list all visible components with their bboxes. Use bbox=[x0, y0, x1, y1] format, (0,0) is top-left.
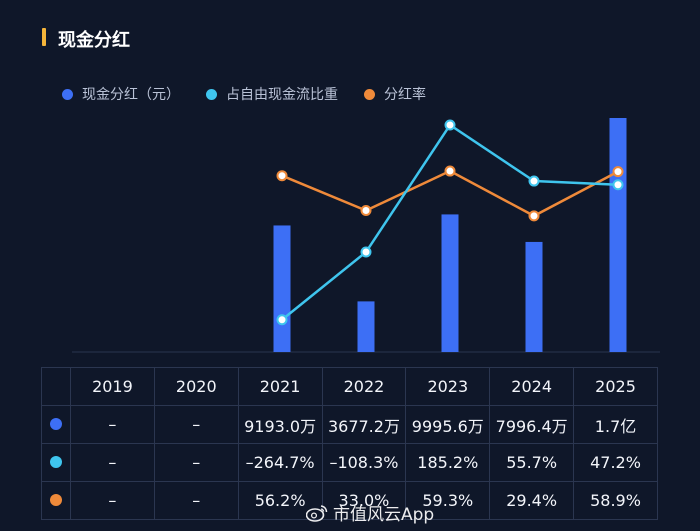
row-marker bbox=[41, 443, 71, 482]
point-payout-ratio-2025[interactable] bbox=[612, 166, 624, 178]
point-fcf-ratio-2023[interactable] bbox=[444, 119, 456, 131]
bar-2025[interactable] bbox=[609, 118, 627, 352]
watermark: 市值风云App bbox=[306, 500, 434, 525]
bar-2021[interactable] bbox=[273, 225, 291, 352]
table-header-row: 2019 2020 2021 2022 2023 2024 2025 bbox=[41, 367, 658, 406]
point-payout-ratio-2022[interactable] bbox=[360, 205, 372, 216]
row-marker bbox=[41, 405, 71, 444]
table-row-payout-ratio: – – 56.2% 33.0% 59.3% 29.4% 58.9% bbox=[41, 481, 658, 520]
legend-dot-fcf-ratio-icon bbox=[206, 88, 217, 100]
point-fcf-ratio-2025[interactable] bbox=[612, 179, 624, 191]
row-dot-fcf-ratio-icon bbox=[50, 456, 62, 468]
legend-label-payout-ratio: 分红率 bbox=[384, 87, 426, 103]
point-payout-ratio-2023[interactable] bbox=[444, 165, 456, 177]
legend-dot-payout-ratio-icon bbox=[364, 88, 375, 100]
weibo-logo-icon bbox=[306, 504, 328, 522]
title-accent-bar bbox=[42, 28, 46, 46]
point-payout-ratio-2024[interactable] bbox=[528, 210, 540, 222]
table-cell: 3677.2万 bbox=[321, 405, 407, 444]
year-header: 2023 bbox=[405, 367, 491, 406]
table-cell: 58.9% bbox=[573, 481, 658, 520]
table-cell: 9193.0万 bbox=[237, 405, 323, 444]
year-header: 2022 bbox=[321, 367, 407, 406]
table-cell: –264.7% bbox=[237, 443, 323, 482]
table-cell: 33.0% bbox=[321, 481, 407, 520]
table-cell: –108.3% bbox=[321, 443, 407, 482]
table-cell: – bbox=[153, 481, 239, 520]
table-row-dividend: – – 9193.0万 3677.2万 9995.6万 7996.4万 1.7亿 bbox=[41, 405, 658, 444]
row-dot-payout-ratio-icon bbox=[50, 494, 62, 506]
legend-dot-dividend-icon bbox=[62, 88, 73, 100]
watermark-text: 市值风云App bbox=[333, 505, 435, 525]
table-cell: 55.7% bbox=[489, 443, 575, 482]
table-cell: 9995.6万 bbox=[405, 405, 491, 444]
year-header: 2025 bbox=[573, 367, 658, 406]
table-cell: – bbox=[153, 443, 239, 482]
data-table: 2019 2020 2021 2022 2023 2024 2025 – – 9… bbox=[41, 367, 658, 520]
table-cell: 59.3% bbox=[405, 481, 491, 520]
row-marker bbox=[41, 481, 71, 520]
legend-item-payout-ratio[interactable]: 分红率 bbox=[364, 84, 426, 104]
table-cell: 29.4% bbox=[489, 481, 575, 520]
point-fcf-ratio-2021[interactable] bbox=[276, 314, 288, 326]
bar-2023[interactable] bbox=[441, 214, 459, 352]
table-cell: – bbox=[70, 405, 155, 444]
table-corner bbox=[41, 367, 71, 406]
bar-2024[interactable] bbox=[525, 241, 543, 352]
table-cell: – bbox=[70, 443, 155, 482]
row-dot-dividend-icon bbox=[50, 418, 62, 430]
legend-label-dividend: 现金分红（元） bbox=[82, 87, 180, 103]
legend-label-fcf-ratio: 占自由现金流比重 bbox=[226, 87, 338, 103]
legend: 现金分红（元） 占自由现金流比重 分红率 bbox=[62, 84, 426, 104]
table-cell: – bbox=[153, 405, 239, 444]
table-cell: 7996.4万 bbox=[489, 405, 575, 444]
table-cell: – bbox=[70, 481, 155, 520]
point-fcf-ratio-2024[interactable] bbox=[528, 175, 540, 187]
point-fcf-ratio-2022[interactable] bbox=[360, 246, 372, 258]
table-cell: 56.2% bbox=[237, 481, 323, 520]
chart-plot bbox=[72, 118, 660, 353]
year-header: 2024 bbox=[489, 367, 575, 406]
legend-item-fcf-ratio[interactable]: 占自由现金流比重 bbox=[206, 84, 338, 104]
line-payout-ratio bbox=[281, 169, 619, 218]
year-header: 2021 bbox=[237, 367, 323, 406]
year-header: 2019 bbox=[70, 367, 155, 406]
table-cell: 1.7亿 bbox=[573, 405, 658, 444]
chart-title: 现金分红 bbox=[58, 30, 130, 51]
bar-series-dividend bbox=[273, 118, 627, 352]
line-series bbox=[276, 119, 624, 326]
bar-2022[interactable] bbox=[357, 301, 375, 352]
table-cell: 47.2% bbox=[573, 443, 658, 482]
year-header: 2020 bbox=[153, 367, 239, 406]
point-payout-ratio-2021[interactable] bbox=[276, 170, 288, 182]
legend-item-dividend[interactable]: 现金分红（元） bbox=[62, 84, 180, 104]
table-cell: 185.2% bbox=[405, 443, 491, 482]
table-row-fcf-ratio: – – –264.7% –108.3% 185.2% 55.7% 47.2% bbox=[41, 443, 658, 482]
